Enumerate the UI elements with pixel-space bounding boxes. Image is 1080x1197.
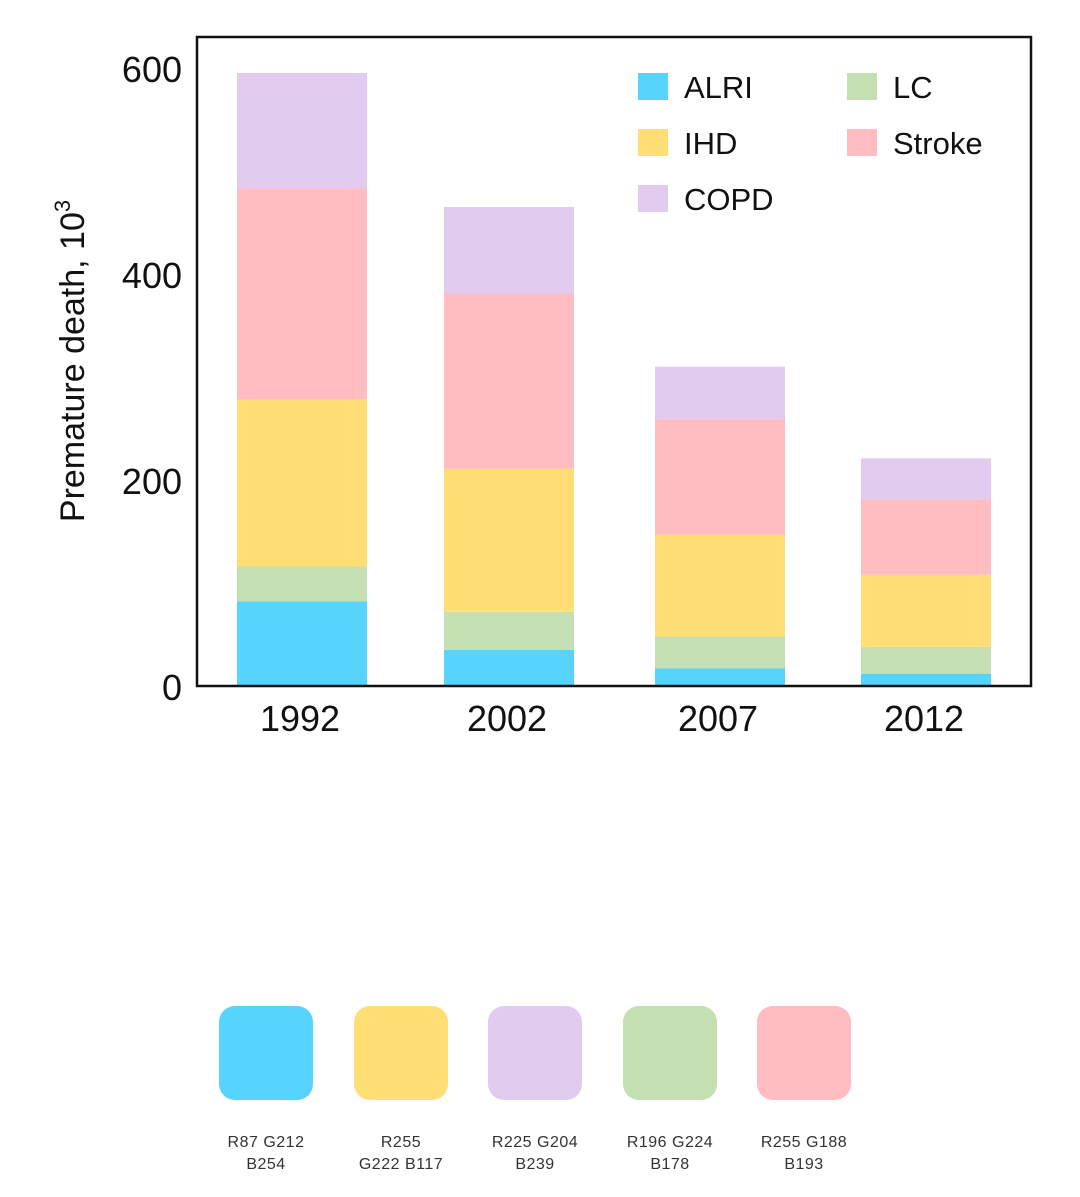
bar-2012-copd xyxy=(861,458,991,500)
y-axis-ticks: 0 200 400 600 xyxy=(122,49,182,708)
legend-label-copd: COPD xyxy=(684,182,774,217)
y-tick-label: 0 xyxy=(162,667,182,708)
legend-label-stroke: Stroke xyxy=(893,126,983,161)
y-tick-label: 400 xyxy=(122,255,182,296)
bar-2002-copd xyxy=(444,206,574,294)
color-swatch-row: R87 G212 B254 R255 G222 B117 R225 G204 B… xyxy=(0,1000,1080,1190)
bar-2012-ihd xyxy=(861,574,991,647)
x-tick-label-2007: 2007 xyxy=(678,698,758,739)
y-axis-title: Premature death, 103 xyxy=(50,200,92,522)
swatch-blue-box xyxy=(219,1006,313,1100)
bar-2012-lc xyxy=(861,646,991,674)
legend-swatch-stroke xyxy=(847,129,877,156)
swatch-yellow: R255 G222 B117 xyxy=(336,1000,466,1176)
stacked-bar-chart: Premature death, 103 0 200 400 600 1992 2002… xyxy=(50,35,1033,739)
legend-label-ihd: IHD xyxy=(684,126,737,161)
legend-swatch-copd xyxy=(638,185,668,212)
bar-2002-lc xyxy=(444,611,574,650)
plot-frame xyxy=(195,35,1033,688)
y-axis-label-text: Premature death, 10 xyxy=(54,212,92,522)
bar-2007-lc xyxy=(655,636,785,669)
x-axis-ticks: 1992 2002 2007 2012 xyxy=(260,698,964,739)
legend-swatch-ihd xyxy=(638,129,668,156)
legend-swatch-lc xyxy=(847,73,877,100)
y-tick-label: 600 xyxy=(122,49,182,90)
bar-1992-alri xyxy=(237,601,367,686)
bar-2007-ihd xyxy=(655,534,785,637)
bar-2002-stroke xyxy=(444,293,574,469)
bar-2007-copd xyxy=(655,366,785,420)
bar-1992-stroke xyxy=(237,188,367,400)
bars xyxy=(237,73,991,686)
swatch-green: R196 G224 B178 xyxy=(605,1000,735,1176)
y-axis-label: Premature death, 103 xyxy=(50,200,92,522)
y-tick-label: 200 xyxy=(122,461,182,502)
bar-1992-ihd xyxy=(237,399,367,567)
swatch-green-label: R196 G224 B178 xyxy=(626,1134,714,1173)
swatch-blue-label: R87 G212 B254 xyxy=(227,1134,305,1173)
legend: ALRI LC IHD Stroke COPD xyxy=(638,70,983,217)
legend-label-lc: LC xyxy=(893,70,933,105)
bar-2007-stroke xyxy=(655,419,785,535)
swatch-pink-box xyxy=(757,1006,851,1100)
swatch-green-box xyxy=(623,1006,717,1100)
bar-2012-alri xyxy=(861,673,991,686)
swatch-pink-label: R255 G188 B193 xyxy=(760,1134,848,1173)
bar-2002-alri xyxy=(444,649,574,686)
x-tick-label-1992: 1992 xyxy=(260,698,340,739)
legend-swatch-alri xyxy=(638,73,668,100)
bar-2012-stroke xyxy=(861,499,991,575)
swatch-purple-box xyxy=(488,1006,582,1100)
x-tick-label-2012: 2012 xyxy=(884,698,964,739)
legend-label-alri: ALRI xyxy=(684,70,753,105)
y-axis-label-superscript: 3 xyxy=(50,200,75,212)
swatch-pink: R255 G188 B193 xyxy=(739,1000,869,1176)
swatch-yellow-label: R255 G222 B117 xyxy=(358,1134,444,1173)
swatch-yellow-box xyxy=(354,1006,448,1100)
bar-1992-copd xyxy=(237,73,367,189)
swatch-blue: R87 G212 B254 xyxy=(201,1000,331,1176)
bar-1992-lc xyxy=(237,566,367,602)
x-tick-label-2002: 2002 xyxy=(467,698,547,739)
swatch-purple: R225 G204 B239 xyxy=(470,1000,600,1176)
bar-2002-ihd xyxy=(444,468,574,612)
bar-2007-alri xyxy=(655,668,785,686)
swatch-purple-label: R225 G204 B239 xyxy=(491,1134,579,1173)
